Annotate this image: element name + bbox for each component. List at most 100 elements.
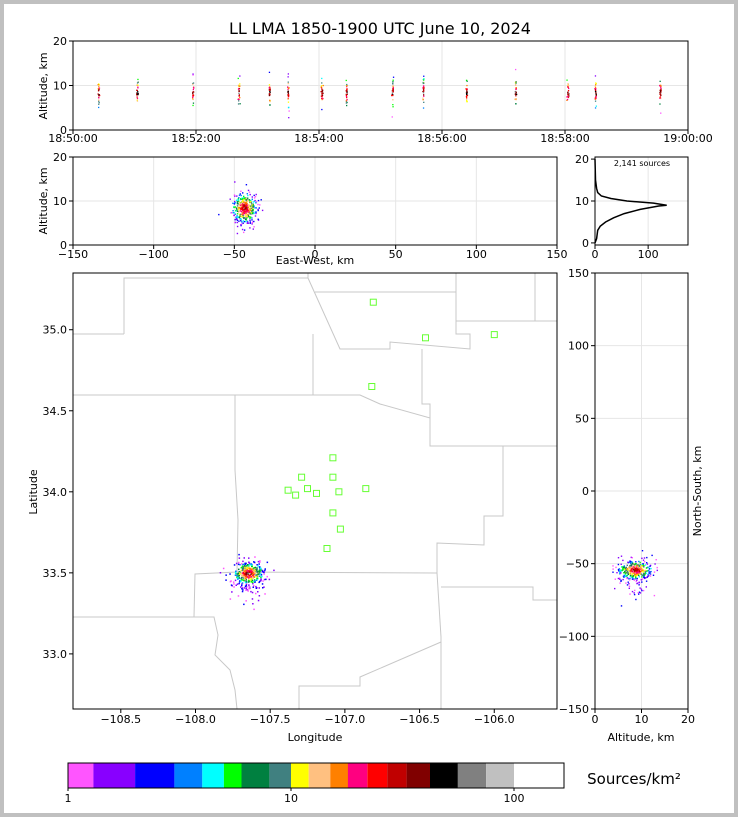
source-point (98, 99, 100, 101)
colorbar-cell (387, 763, 407, 788)
latitude-tick-label: 34.5 (43, 405, 68, 418)
source-point (422, 82, 424, 85)
source-point (643, 574, 645, 576)
source-point (391, 85, 394, 87)
source-point (630, 564, 632, 567)
source-point (236, 201, 239, 203)
source-point (238, 573, 240, 575)
source-point (620, 580, 622, 582)
source-point (248, 216, 250, 218)
source-point (615, 566, 617, 569)
source-point (241, 573, 243, 575)
source-point (236, 576, 238, 578)
source-point (250, 205, 252, 207)
source-point (244, 579, 246, 581)
source-point (269, 94, 271, 96)
source-point (650, 567, 652, 570)
source-point (249, 216, 252, 218)
source-point (259, 561, 261, 563)
source-point (248, 587, 250, 590)
source-point (245, 567, 247, 570)
source-point (237, 563, 240, 566)
colorbar-cell (93, 763, 136, 788)
source-point (236, 583, 239, 585)
source-point (260, 574, 263, 576)
source-point (625, 574, 627, 577)
ew-altitude-xlabel: East-West, km (276, 254, 354, 267)
source-point (252, 205, 254, 207)
source-point (243, 570, 246, 572)
source-point (252, 603, 254, 605)
source-point (249, 576, 251, 579)
source-point (251, 568, 253, 571)
source-point (515, 92, 517, 94)
source-point (594, 97, 596, 99)
source-point (649, 564, 652, 567)
source-point (514, 93, 517, 95)
source-point (241, 208, 243, 211)
source-point (253, 561, 255, 563)
source-point (621, 569, 623, 572)
source-point (594, 107, 597, 109)
source-point (628, 578, 630, 580)
colorbar-cell (367, 763, 388, 788)
source-point (257, 573, 259, 576)
source-point (645, 577, 647, 579)
time-tick-label: 18:50:00 (48, 132, 97, 145)
source-point (631, 590, 634, 593)
source-point (287, 76, 289, 78)
source-point (620, 563, 622, 565)
source-point (631, 570, 634, 572)
time-altitude-panel: 18:50:00 18:52:00 18:54:00 18:56:00 18:58:00… (37, 35, 713, 145)
source-point (567, 91, 569, 93)
time-tick-label: 18:58:00 (540, 132, 589, 145)
source-point (617, 577, 620, 580)
source-point (243, 209, 245, 212)
source-point (645, 570, 647, 572)
source-point (269, 92, 271, 94)
source-point (619, 573, 621, 575)
source-point (630, 568, 633, 570)
source-point (261, 575, 263, 578)
longitude-tick-label: −106.0 (474, 713, 515, 726)
altitude-tick-label: 0 (592, 713, 599, 726)
source-point (137, 78, 139, 81)
source-point (248, 581, 250, 583)
source-point (239, 202, 241, 204)
source-point (515, 87, 517, 89)
source-point (244, 566, 246, 569)
source-point (268, 87, 270, 89)
source-point (659, 93, 662, 95)
source-point (238, 581, 241, 583)
source-point (247, 572, 249, 575)
source-point (251, 210, 253, 212)
source-point (236, 205, 239, 207)
source-point (627, 572, 629, 574)
source-point (253, 200, 256, 203)
source-point (268, 94, 271, 97)
source-point (288, 94, 290, 96)
source-point (243, 205, 245, 207)
source-point (627, 568, 629, 571)
source-point (423, 75, 425, 77)
source-point (273, 569, 275, 572)
source-point (233, 583, 235, 585)
source-point (250, 590, 252, 593)
ew-tick-label: 0 (312, 248, 319, 261)
colorbar-cell (269, 763, 291, 788)
source-point (242, 206, 244, 209)
source-point (192, 95, 194, 97)
source-point (346, 85, 348, 87)
source-point (638, 560, 640, 563)
source-point (258, 573, 260, 575)
source-point (238, 100, 240, 102)
source-point (240, 569, 243, 572)
source-point (261, 209, 264, 212)
source-point (241, 197, 243, 200)
source-point (254, 580, 256, 582)
source-point (567, 90, 570, 92)
source-point (260, 576, 262, 579)
source-point (640, 588, 643, 590)
source-point (595, 84, 597, 86)
source-point (392, 91, 394, 93)
